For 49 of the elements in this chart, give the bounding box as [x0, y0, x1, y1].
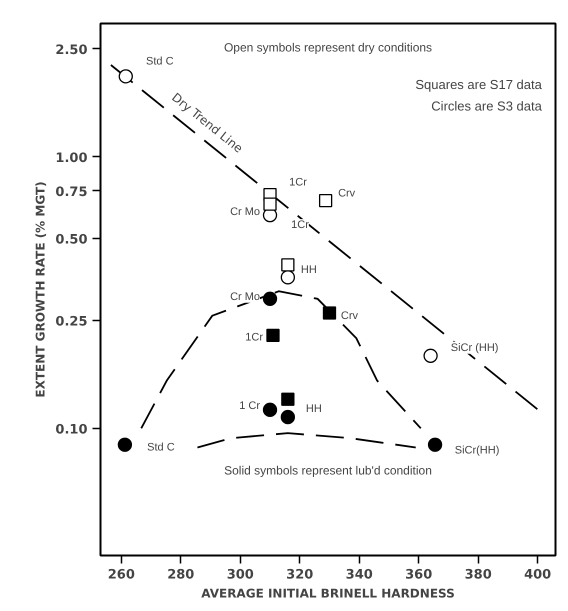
x-tick-label: 280	[167, 568, 194, 582]
point	[280, 410, 296, 424]
annotation: SiCr(HH)	[454, 444, 500, 457]
point	[118, 438, 132, 452]
annotation: Cr Mo	[230, 290, 260, 303]
annotation: Open symbols represent dry conditions	[224, 40, 432, 54]
y-tick-label: 2.50	[55, 42, 88, 58]
point	[280, 270, 296, 284]
point	[318, 194, 332, 208]
y-axis-title: EXTENT GROWTH RATE (% MGT)	[33, 181, 48, 398]
annotation: Cr Mo	[230, 206, 260, 218]
point	[262, 292, 278, 306]
annotation: Crv	[338, 188, 356, 200]
x-tick-label: 380	[464, 568, 492, 582]
x-axis-title: AVERAGE INITIAL BRINELL HARDNESS	[201, 586, 455, 600]
annotation: Squares are S17 data	[415, 77, 543, 92]
annotation: Std C	[147, 442, 175, 454]
annotation: SiCr (HH)	[450, 342, 498, 354]
point	[423, 348, 438, 363]
x-tick-label: 260	[108, 568, 135, 582]
annotation: 1Cr	[245, 331, 264, 344]
annotation: Circles are S3 data	[431, 98, 543, 114]
annotation: 1Cr	[289, 176, 308, 189]
point	[281, 258, 295, 272]
point	[428, 438, 442, 452]
annotation: 1Cr	[291, 219, 310, 232]
point	[262, 402, 278, 417]
point	[322, 306, 336, 320]
x-tick-label: 340	[346, 568, 373, 582]
annotation: Crv	[340, 310, 359, 322]
point	[118, 69, 133, 84]
annotation: Std C	[146, 55, 174, 68]
point	[266, 328, 280, 342]
point	[263, 197, 277, 211]
y-tick-label: 0.25	[55, 314, 88, 330]
annotation: HH	[300, 264, 317, 276]
y-tick-label: 0.75	[55, 184, 88, 200]
annotation: 1 Cr	[239, 400, 260, 412]
y-tick-label: 1.00	[55, 150, 88, 166]
x-tick-label: 300	[226, 568, 254, 582]
y-tick-label: 0.50	[55, 232, 88, 248]
x-tick-label: 400	[524, 568, 552, 582]
x-tick-label: 360	[405, 568, 432, 582]
point	[281, 392, 295, 406]
x-tick-label: 320	[286, 568, 314, 582]
line-series	[140, 290, 422, 430]
y-tick-label: 0.10	[55, 422, 88, 438]
annotation: HH	[306, 403, 322, 416]
annotation: Solid symbols represent lub'd condition	[224, 463, 432, 478]
